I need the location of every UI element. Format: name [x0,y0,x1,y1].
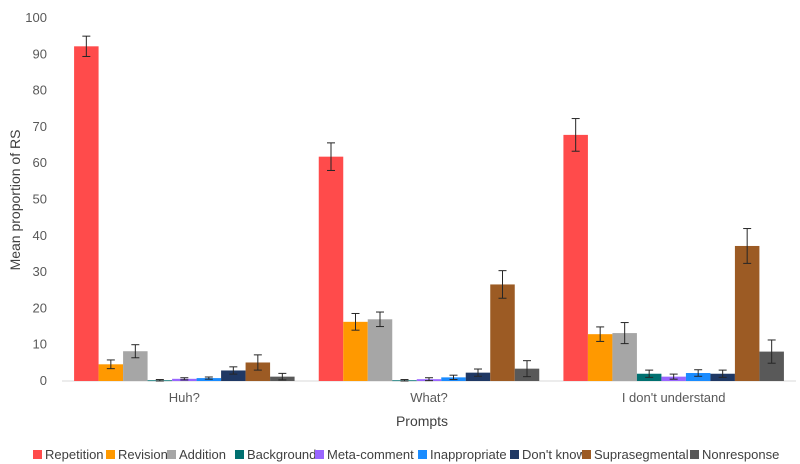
error-bar [155,379,164,382]
category-label: What? [410,390,448,405]
y-tick-label: 30 [33,264,47,279]
y-axis-ticks: 0 10 20 30 40 50 60 70 80 90 100 [25,10,47,388]
legend-swatch [235,450,244,459]
legend-item: Background [235,447,316,462]
error-bar [278,372,287,381]
legend-label: Suprasegmental [594,447,689,462]
error-bar [743,228,752,264]
bar-suprasegmental-1 [245,362,271,381]
error-bar [694,369,703,377]
y-tick-label: 80 [33,83,47,98]
legend-label: Inappropriate [430,447,507,462]
bars-group [74,35,784,382]
y-tick-label: 20 [33,300,47,315]
legend-label: Don't know [522,447,587,462]
bar-repetition-2 [318,156,344,381]
category-label: I don't understand [622,390,726,405]
error-bar [425,377,433,382]
error-bar [498,270,507,299]
error-bar [376,311,384,328]
legend-item: Suprasegmental [582,447,689,462]
legend-item: Repetition [33,447,104,462]
error-bar [767,339,776,364]
bar-don-t-know-2 [465,372,491,381]
legend-swatch [315,450,324,459]
error-bar [106,359,115,370]
legend-swatch [167,450,176,459]
legend-swatch [106,450,115,459]
legend-swatch [690,450,699,459]
error-bar [523,360,531,378]
error-bar [204,376,213,380]
legend-item: Addition [167,447,226,462]
y-tick-label: 100 [25,10,47,25]
bar-suprasegmental-3 [734,245,760,381]
legend-label: Nonresponse [702,447,779,462]
legend-item: Revision [106,447,168,462]
legend-swatch [510,450,519,459]
error-bar [449,374,458,381]
error-bar [131,344,140,359]
legend-label: Background [247,447,316,462]
error-bar [253,354,262,371]
y-tick-label: 70 [33,119,47,134]
error-bar [571,118,580,152]
error-bar [327,142,335,171]
error-bar [229,366,238,375]
error-bar [645,369,654,378]
legend-item: Nonresponse [690,447,779,462]
category-label: Huh? [169,390,200,405]
legend-item: Inappropriate [418,447,507,462]
error-bar [400,379,409,382]
bar-don-t-know-1 [221,370,246,381]
error-bar [180,377,189,381]
bar-revision-2 [343,321,368,381]
y-tick-label: 90 [33,46,47,61]
y-tick-label: 50 [33,192,47,207]
error-bar [474,368,482,377]
error-bar [669,373,678,380]
bar-inappropriate-3 [685,373,711,381]
bar-suprasegmental-2 [490,284,515,381]
legend-swatch [582,450,591,459]
bar-revision-3 [587,334,613,381]
error-bar [351,312,360,331]
bar-revision-1 [98,364,124,381]
bar-repetition-3 [563,134,588,381]
category-labels: Huh? What? I don't understand [169,390,726,405]
legend: Repetition Revision Addition Background Meta… [33,447,779,462]
legend-swatch [418,450,427,459]
y-axis-title: Mean proportion of RS [7,130,23,271]
bar-addition-2 [367,319,393,381]
legend-label: Meta-comment [327,447,414,462]
legend-label: Repetition [45,447,104,462]
y-tick-label: 0 [40,373,47,388]
y-tick-label: 10 [33,337,47,352]
legend-label: Revision [118,447,168,462]
legend-item: Don't know [510,447,587,462]
y-tick-label: 40 [33,228,47,243]
legend-item: Meta-comment [315,447,414,462]
error-bar [718,369,727,378]
y-tick-label: 60 [33,155,47,170]
legend-label: Addition [179,447,226,462]
error-bar [596,326,605,342]
error-bar [82,35,91,57]
x-axis-title: Prompts [396,413,448,429]
bar-repetition-1 [74,46,99,382]
legend-swatch [33,450,42,459]
error-bar [620,322,629,345]
